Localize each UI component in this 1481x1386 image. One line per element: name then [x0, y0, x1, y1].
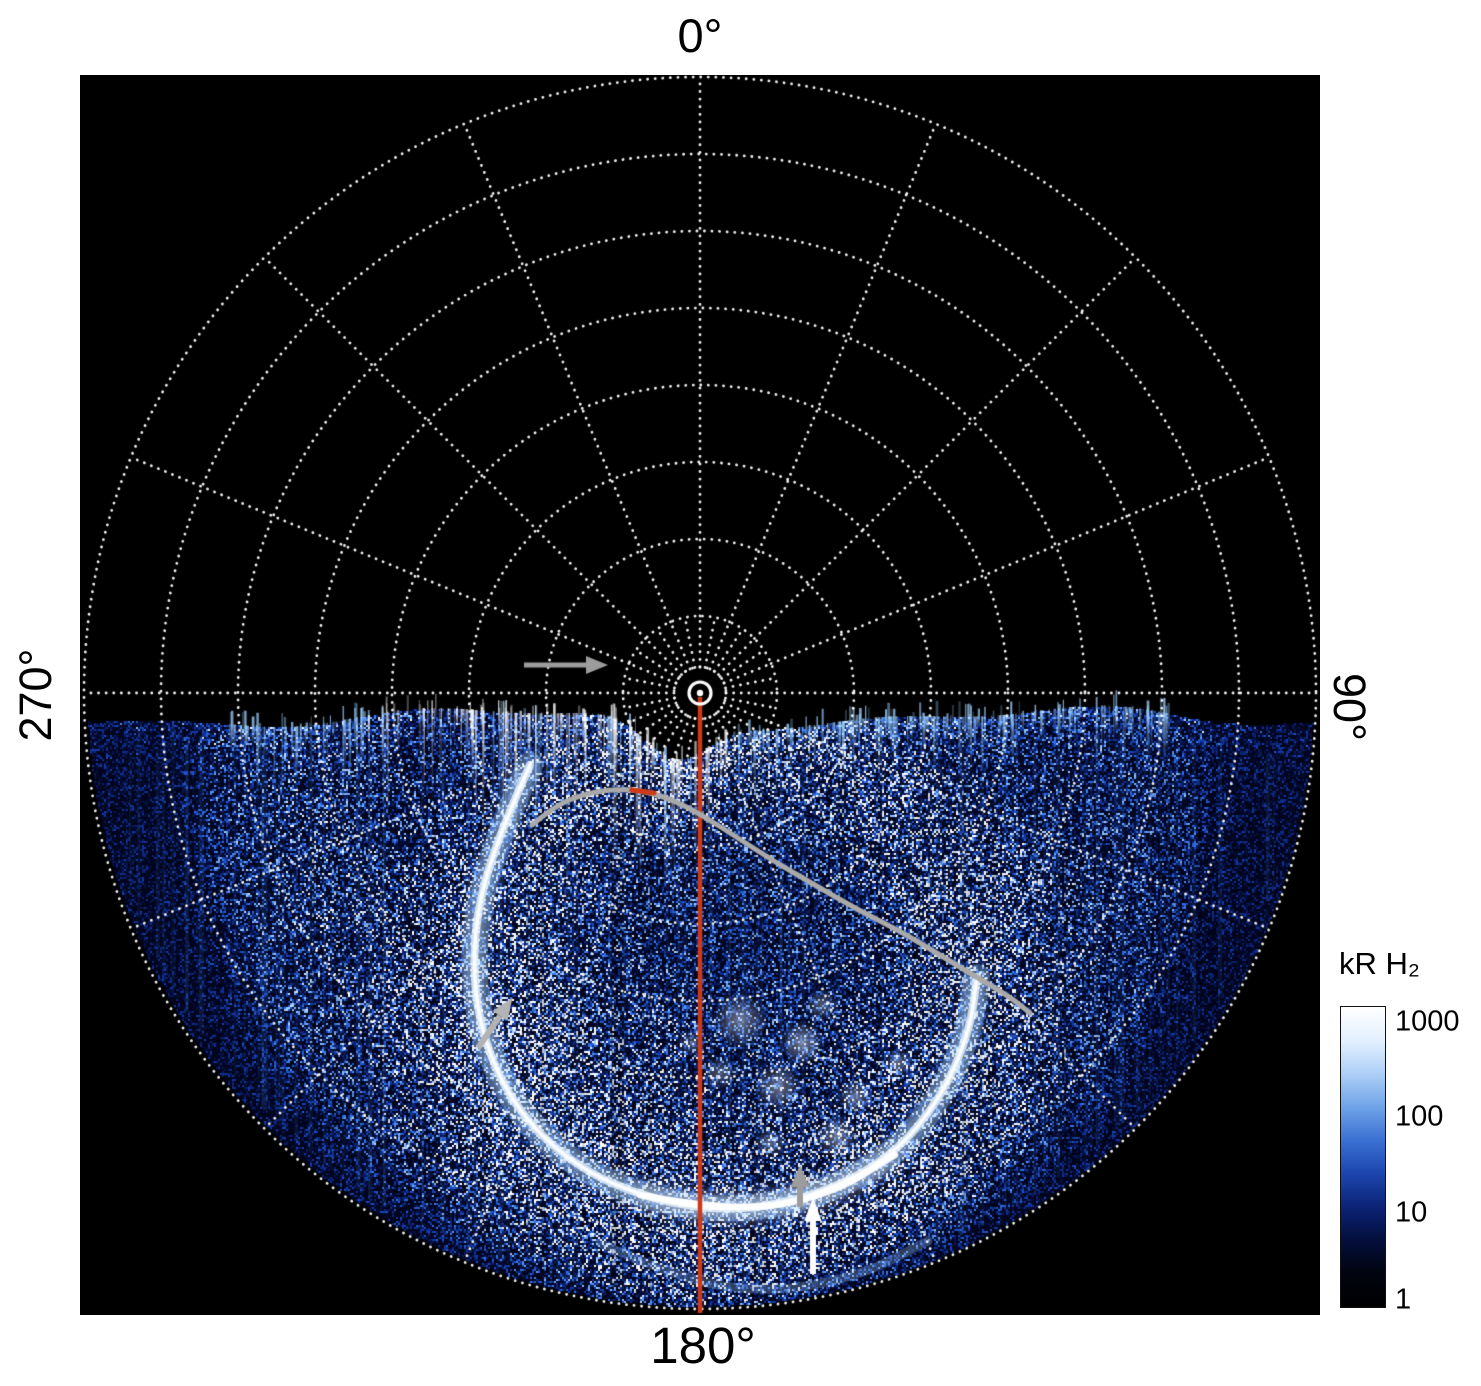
polar-aurora-map-canvas — [80, 75, 1320, 1315]
colorbar-tick-1: 1 — [1395, 1283, 1412, 1316]
colorbar-tick-100: 100 — [1395, 1100, 1444, 1133]
angle-label-270: 270° — [10, 648, 61, 742]
colorbar-tick-1000: 1000 — [1395, 1005, 1460, 1038]
colorbar-title: kR H₂ — [1339, 946, 1420, 981]
colorbar: kR H₂ 1000 100 10 1 — [1335, 946, 1481, 1336]
colorbar-gradient-bar — [1340, 1006, 1386, 1308]
colorbar-tick-10: 10 — [1395, 1196, 1428, 1229]
angle-label-180: 180° — [650, 1317, 756, 1374]
angle-label-0: 0° — [677, 9, 723, 62]
angle-label-90: 90° — [1324, 672, 1375, 742]
